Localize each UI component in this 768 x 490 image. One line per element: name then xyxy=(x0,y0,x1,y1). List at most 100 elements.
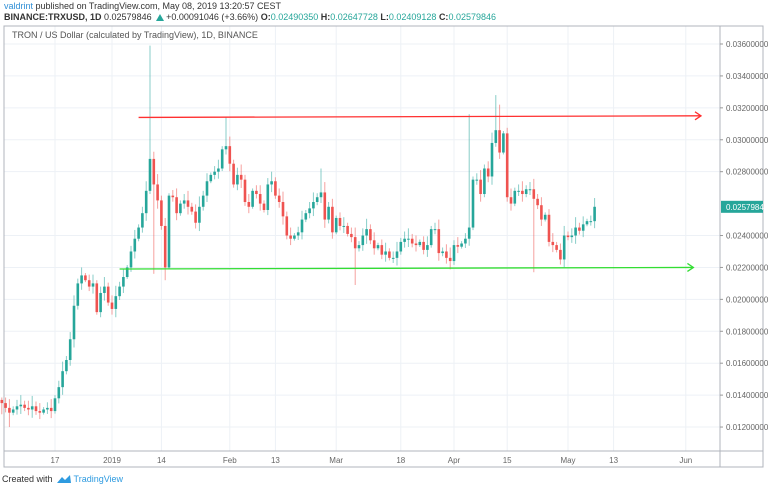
candle-up xyxy=(220,149,224,169)
candle-up xyxy=(357,245,361,249)
candle-down xyxy=(479,179,482,195)
candle-up xyxy=(460,243,463,247)
candle-down xyxy=(509,197,513,204)
candle-down xyxy=(353,237,357,249)
candle-down xyxy=(110,302,114,309)
candle-down xyxy=(190,206,194,212)
candle-down xyxy=(505,133,509,198)
candle-up xyxy=(300,219,304,233)
candle-down xyxy=(228,146,232,164)
candle-up xyxy=(593,206,596,222)
time-tick-label: 18 xyxy=(396,456,405,465)
candle-down xyxy=(532,189,536,199)
time-tick-label: 13 xyxy=(271,456,280,465)
time-tick-label: 2019 xyxy=(103,456,121,465)
candle-up xyxy=(125,267,129,278)
candle-up xyxy=(441,251,444,254)
chart-frame xyxy=(3,25,764,468)
candle-up xyxy=(129,251,133,268)
candle-down xyxy=(258,194,262,204)
candle-up xyxy=(342,225,346,227)
candle-up xyxy=(296,232,300,236)
candle-down xyxy=(289,235,292,239)
candle-down xyxy=(247,202,251,207)
candle-up xyxy=(293,235,296,239)
candle-up xyxy=(167,195,171,268)
candle-up xyxy=(589,221,593,223)
candle-down xyxy=(338,217,342,226)
candle-up xyxy=(528,189,532,191)
candle-down xyxy=(551,241,555,246)
candle-down xyxy=(106,286,110,303)
publish-text: published on TradingView.com, May 08, 20… xyxy=(35,1,282,11)
candle-down xyxy=(388,251,391,258)
price-tick-label: 0.02200000 xyxy=(726,263,768,272)
current-price-badge xyxy=(721,200,763,213)
candle-up xyxy=(11,409,15,413)
candle-up xyxy=(494,130,498,143)
time-tick-label: 13 xyxy=(609,456,618,465)
candle-down xyxy=(23,404,26,408)
candle-up xyxy=(543,214,547,220)
publish-info: valdrint published on TradingView.com, M… xyxy=(4,1,281,11)
price-tick-label: 0.03000000 xyxy=(726,136,768,145)
candle-down xyxy=(445,251,448,258)
candle-up xyxy=(490,142,494,177)
candle-down xyxy=(456,245,460,247)
candle-down xyxy=(194,211,197,223)
time-tick-label: 14 xyxy=(157,456,166,465)
candle-up xyxy=(141,213,144,228)
candle-down xyxy=(95,283,99,313)
candle-down xyxy=(49,407,53,412)
candle-up xyxy=(574,227,577,236)
tradingview-brand: TradingView xyxy=(73,474,124,484)
price-tick-label: 0.03600000 xyxy=(726,40,768,49)
time-tick-label: May xyxy=(560,456,575,465)
candle-up xyxy=(114,296,118,309)
price-tick-label: 0.03400000 xyxy=(726,72,768,81)
high-label: H: xyxy=(320,12,331,22)
candle-down xyxy=(175,197,178,214)
candle-up xyxy=(80,275,83,284)
candle-down xyxy=(372,240,376,249)
candle-up xyxy=(68,339,72,361)
close-value: 0.02579846 xyxy=(448,12,496,22)
candle-up xyxy=(213,171,216,175)
candle-up xyxy=(319,192,323,198)
candle-up xyxy=(224,146,228,150)
candle-up xyxy=(133,238,137,252)
candle-down xyxy=(540,205,543,220)
candle-up xyxy=(251,190,254,207)
candle-down xyxy=(498,130,501,153)
candle-up xyxy=(266,184,270,210)
author-link[interactable]: valdrint xyxy=(4,1,34,11)
price-tick-label: 0.02400000 xyxy=(726,232,768,241)
candle-down xyxy=(160,200,163,226)
candle-up xyxy=(384,251,387,255)
time-tick-label: Apr xyxy=(448,456,461,465)
candle-down xyxy=(350,233,353,238)
candle-up xyxy=(308,208,311,214)
low-value: 0.02409128 xyxy=(388,12,437,22)
tradingview-logo-icon xyxy=(56,475,71,483)
candle-down xyxy=(521,190,524,195)
candle-up xyxy=(429,229,433,246)
candle-up xyxy=(201,195,205,207)
candle-down xyxy=(422,241,425,250)
candle-down xyxy=(486,168,490,177)
price-tick-label: 0.02000000 xyxy=(726,295,768,304)
candle-up xyxy=(483,168,486,195)
candle-up xyxy=(581,224,585,231)
candle-up xyxy=(464,238,467,244)
candle-down xyxy=(437,229,441,254)
candle-up xyxy=(502,133,505,153)
price-tick-label: 0.01400000 xyxy=(726,391,768,400)
candle-down xyxy=(186,200,190,207)
tradingview-link[interactable]: TradingView xyxy=(56,474,124,484)
candle-down xyxy=(285,216,289,236)
candle-up xyxy=(137,227,140,239)
last-price: 0.02579846 xyxy=(104,12,152,22)
candle-up xyxy=(179,203,182,214)
candle-down xyxy=(277,195,281,203)
